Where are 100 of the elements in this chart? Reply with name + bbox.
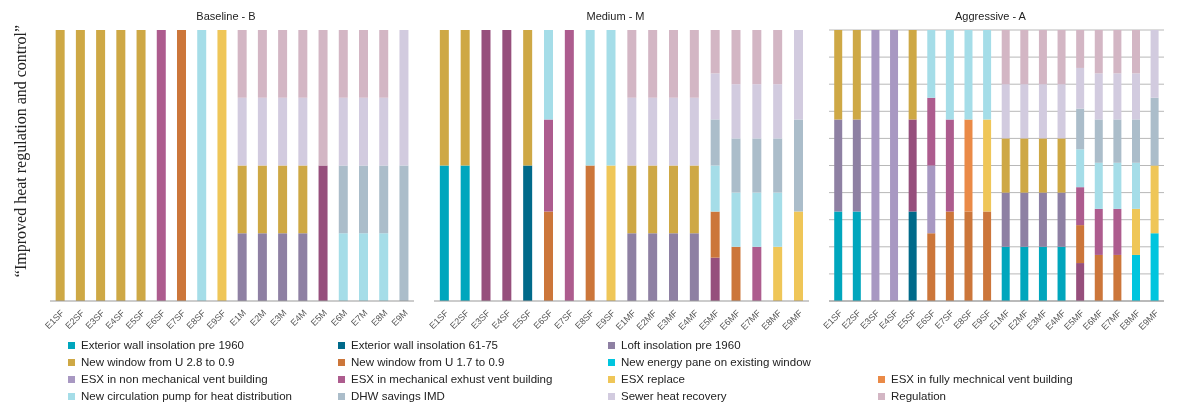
- bar: [773, 30, 783, 85]
- legend-label: Regulation: [891, 390, 946, 402]
- bar: [359, 30, 368, 98]
- legend-label: ESX in fully mechnical vent building: [891, 373, 1073, 385]
- bar: [1076, 225, 1085, 264]
- bar: [217, 30, 227, 301]
- bar: [908, 211, 917, 301]
- bar: [136, 30, 146, 301]
- chart-title: Baseline - B: [195, 10, 257, 22]
- bar: [523, 30, 533, 166]
- bar: [1001, 246, 1010, 301]
- bar: [1038, 84, 1047, 139]
- bar: [1150, 165, 1159, 234]
- bar: [1131, 73, 1140, 120]
- bar: [1057, 246, 1066, 301]
- bar: [257, 97, 267, 166]
- bar: [399, 30, 409, 166]
- bar: [1001, 192, 1010, 247]
- bar: [669, 233, 678, 301]
- bar: [1113, 162, 1122, 209]
- bar: [1076, 67, 1085, 109]
- bar: [399, 165, 409, 301]
- bar: [298, 233, 308, 301]
- bar: [318, 30, 328, 166]
- bar: [585, 30, 595, 166]
- bar: [96, 30, 106, 301]
- bar: [1076, 187, 1085, 226]
- bar: [1020, 246, 1029, 301]
- bar: [439, 165, 449, 301]
- bar: [1131, 119, 1140, 163]
- bar: [794, 119, 803, 212]
- bar: [1057, 84, 1066, 139]
- bar: [627, 97, 637, 166]
- bar: [689, 97, 699, 166]
- bar: [1113, 254, 1122, 301]
- legend-label: Loft insolation pre 1960: [621, 339, 741, 351]
- bar: [710, 73, 720, 120]
- bar: [1038, 192, 1047, 247]
- bar: [318, 165, 328, 301]
- bar: [669, 165, 678, 234]
- bar: [1020, 138, 1029, 193]
- bar: [460, 165, 470, 301]
- bar: [585, 165, 595, 301]
- legend-label: New circulation pump for heat distribution: [81, 390, 292, 402]
- bar: [927, 30, 936, 98]
- bar: [710, 165, 720, 212]
- bar: [689, 30, 699, 98]
- bar: [544, 211, 553, 301]
- bar: [544, 30, 553, 120]
- bar: [927, 233, 936, 301]
- legend-label: Sewer heat recovery: [621, 390, 727, 402]
- bar: [1076, 149, 1085, 188]
- legend-label: ESX in non mechanical vent building: [81, 373, 268, 385]
- legend-label: ESX in mechanical exhust vent building: [351, 373, 553, 385]
- bar: [237, 97, 247, 166]
- bar: [648, 30, 658, 98]
- bar: [908, 119, 917, 212]
- bar: [1113, 119, 1122, 163]
- bar: [927, 165, 936, 234]
- bar: [278, 97, 288, 166]
- bar: [945, 119, 954, 212]
- bar: [278, 30, 288, 98]
- legend-label: New window from U 1.7 to 0.9: [351, 356, 505, 368]
- bar: [75, 30, 85, 301]
- bar: [544, 119, 553, 212]
- bar: [752, 30, 762, 85]
- bar: [983, 119, 992, 212]
- bar: [983, 30, 992, 120]
- bar: [257, 165, 267, 234]
- bar: [710, 257, 720, 301]
- bar: [1038, 138, 1047, 193]
- bar: [237, 30, 247, 98]
- bar: [890, 30, 899, 301]
- bar: [1076, 108, 1085, 150]
- bar: [689, 233, 699, 301]
- bar: [731, 84, 741, 139]
- bar: [1076, 30, 1085, 68]
- bar: [710, 211, 720, 258]
- bar: [834, 119, 843, 212]
- bar: [908, 30, 917, 120]
- bar: [627, 30, 637, 98]
- legend-label: New window from U 2.8 to 0.9: [81, 356, 235, 368]
- bar: [983, 211, 992, 301]
- bar: [197, 30, 207, 301]
- legend-label: Exterior wall insolation 61-75: [351, 339, 499, 351]
- bar: [1131, 162, 1140, 209]
- bar: [1020, 192, 1029, 247]
- bar: [1057, 30, 1066, 85]
- bar: [1094, 162, 1103, 209]
- chart-title: Medium - M: [585, 10, 646, 22]
- bar: [731, 138, 741, 193]
- bar: [237, 165, 247, 234]
- bar: [773, 246, 783, 301]
- bar: [1150, 233, 1159, 301]
- bar: [359, 97, 368, 166]
- legend-label: Exterior wall insolation pre 1960: [81, 339, 245, 351]
- legend-label: DHW savings IMD: [351, 390, 445, 402]
- bar: [379, 30, 389, 98]
- bar: [1113, 73, 1122, 120]
- bar: [1094, 208, 1103, 255]
